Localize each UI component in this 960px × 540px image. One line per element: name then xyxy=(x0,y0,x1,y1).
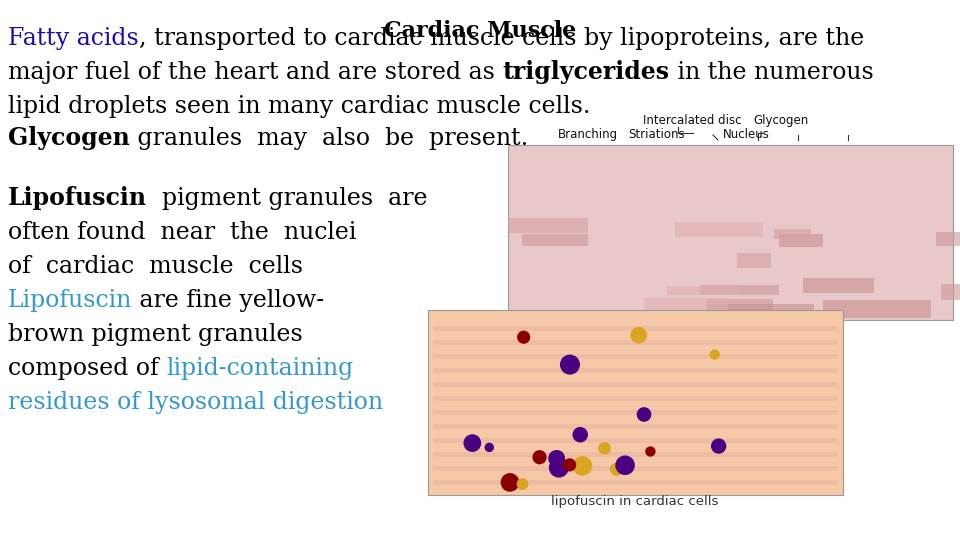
Text: Glycogen: Glycogen xyxy=(8,126,130,150)
Text: granules  may  also  be  present.: granules may also be present. xyxy=(130,127,528,150)
Text: Cardiac Muscle: Cardiac Muscle xyxy=(384,20,576,42)
Bar xyxy=(942,284,960,300)
Bar xyxy=(433,410,838,415)
Bar xyxy=(823,300,930,318)
Text: lipofuscin in cardiac cells: lipofuscin in cardiac cells xyxy=(551,495,719,508)
Bar xyxy=(936,232,960,246)
Text: Glycogen: Glycogen xyxy=(753,114,808,127)
Bar xyxy=(433,480,838,485)
Circle shape xyxy=(549,458,568,477)
Text: triglycerides: triglycerides xyxy=(502,60,669,84)
Circle shape xyxy=(616,456,635,474)
Text: are fine yellow-: are fine yellow- xyxy=(132,289,324,312)
Circle shape xyxy=(646,447,655,456)
Circle shape xyxy=(611,463,622,475)
Circle shape xyxy=(573,457,591,475)
Bar xyxy=(667,286,740,295)
Text: , transported to cardiac muscle cells by lipoproteins, are the: , transported to cardiac muscle cells by… xyxy=(139,27,864,50)
Circle shape xyxy=(573,428,588,442)
Text: brown pigment granules: brown pigment granules xyxy=(8,323,302,346)
Circle shape xyxy=(549,451,564,466)
Bar xyxy=(433,396,838,401)
Bar xyxy=(433,340,838,345)
Circle shape xyxy=(517,479,528,489)
Text: composed of: composed of xyxy=(8,357,166,380)
Bar xyxy=(433,424,838,429)
Bar xyxy=(508,145,953,320)
Text: Branching: Branching xyxy=(558,128,618,141)
Bar xyxy=(708,304,814,319)
Bar xyxy=(522,234,588,246)
Text: pigment granules  are: pigment granules are xyxy=(147,187,427,210)
Bar xyxy=(433,326,838,331)
Bar xyxy=(433,382,838,387)
Circle shape xyxy=(564,459,576,471)
Text: often found  near  the  nuclei: often found near the nuclei xyxy=(8,221,356,244)
Bar xyxy=(780,234,824,247)
Text: lipid droplets seen in many cardiac muscle cells.: lipid droplets seen in many cardiac musc… xyxy=(8,95,590,118)
Circle shape xyxy=(501,474,518,491)
Bar xyxy=(428,310,843,495)
Bar xyxy=(774,229,811,239)
Bar xyxy=(700,285,780,294)
Text: Nucleus: Nucleus xyxy=(723,128,770,141)
Bar xyxy=(707,299,773,311)
Text: lipid-containing: lipid-containing xyxy=(166,357,353,380)
Bar xyxy=(433,452,838,457)
Text: Fatty acids: Fatty acids xyxy=(8,27,139,50)
Bar xyxy=(675,221,763,237)
Bar xyxy=(509,218,588,233)
Text: Lipofuscin: Lipofuscin xyxy=(8,186,147,210)
Text: of  cardiac  muscle  cells: of cardiac muscle cells xyxy=(8,255,303,278)
Text: Lipofuscin: Lipofuscin xyxy=(8,289,132,312)
Bar xyxy=(433,466,838,471)
Bar xyxy=(643,298,729,312)
Bar xyxy=(433,438,838,443)
Text: in the numerous: in the numerous xyxy=(669,61,874,84)
Circle shape xyxy=(599,443,611,454)
Bar xyxy=(433,368,838,373)
Circle shape xyxy=(464,435,481,451)
Circle shape xyxy=(710,350,719,359)
Circle shape xyxy=(517,332,530,343)
Text: Intercalated disc: Intercalated disc xyxy=(643,114,741,127)
Bar xyxy=(433,354,838,359)
Text: major fuel of the heart and are stored as: major fuel of the heart and are stored a… xyxy=(8,61,502,84)
Text: Striations: Striations xyxy=(628,128,684,141)
Circle shape xyxy=(533,451,546,464)
Circle shape xyxy=(637,408,651,421)
Bar xyxy=(737,253,771,268)
Bar xyxy=(803,278,875,293)
Circle shape xyxy=(711,439,726,453)
Circle shape xyxy=(631,328,646,343)
Circle shape xyxy=(485,443,493,451)
Circle shape xyxy=(561,355,579,374)
Text: residues of lysosomal digestion: residues of lysosomal digestion xyxy=(8,391,383,414)
